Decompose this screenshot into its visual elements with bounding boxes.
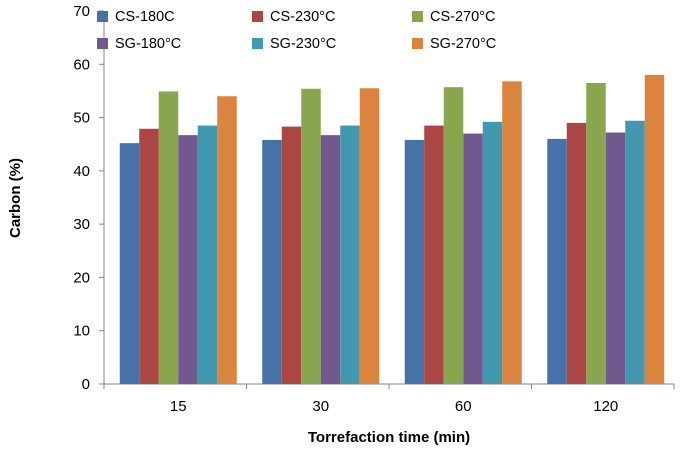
legend-label: SG-270°C (430, 36, 496, 52)
bar (197, 125, 218, 385)
y-tick-label: 10 (73, 323, 90, 340)
bar (359, 88, 380, 384)
bar (502, 81, 522, 384)
bar (139, 128, 159, 384)
x-axis-title: Torrefaction time (min) (308, 429, 470, 446)
y-tick-label: 0 (82, 376, 90, 393)
y-tick-label: 20 (73, 269, 90, 286)
legend-label: CS-180C (115, 9, 175, 25)
legend-label: CS-270°C (430, 9, 495, 25)
bar (625, 120, 645, 385)
bar (281, 126, 302, 384)
bar (443, 87, 464, 384)
y-axis-ticks: 0 10 20 30 40 50 60 70 (73, 3, 104, 393)
bar (463, 133, 483, 384)
legend-swatch (252, 38, 263, 49)
bar (158, 91, 179, 384)
y-tick-label: 70 (73, 3, 90, 20)
legend-label: SG-180°C (115, 36, 181, 52)
bars (119, 74, 665, 385)
x-tick-label: 60 (455, 398, 472, 415)
x-tick-label: 120 (593, 398, 618, 415)
legend-swatch (252, 11, 263, 22)
bar (262, 139, 282, 384)
bar (605, 132, 626, 384)
bar (482, 121, 503, 384)
bar (217, 96, 237, 384)
y-tick-label: 30 (73, 216, 90, 233)
bar (320, 135, 341, 384)
legend-swatch (412, 38, 423, 49)
legend-swatch (97, 11, 108, 22)
bar (340, 125, 360, 385)
bar (404, 139, 425, 384)
bar (424, 125, 444, 385)
bar (586, 82, 606, 384)
bar (547, 138, 567, 384)
legend: CS-180C CS-230°C CS-270°C SG-180°C SG-230°C S… (97, 9, 496, 52)
bar (301, 88, 321, 384)
legend-swatch (412, 11, 423, 22)
y-tick-label: 40 (73, 163, 90, 180)
y-axis-title: Carbon (%) (7, 158, 24, 238)
legend-label: CS-230°C (270, 9, 335, 25)
legend-swatch (97, 38, 108, 49)
y-tick-label: 50 (73, 110, 90, 127)
legend-label: SG-230°C (270, 36, 336, 52)
bar (178, 135, 198, 384)
y-tick-label: 60 (73, 56, 90, 73)
bar (119, 143, 140, 384)
bar (644, 74, 665, 384)
x-tick-label: 30 (312, 398, 329, 415)
x-axis-ticks: 15 30 60 120 (103, 384, 675, 415)
bar (566, 122, 587, 385)
x-tick-label: 15 (170, 398, 187, 415)
